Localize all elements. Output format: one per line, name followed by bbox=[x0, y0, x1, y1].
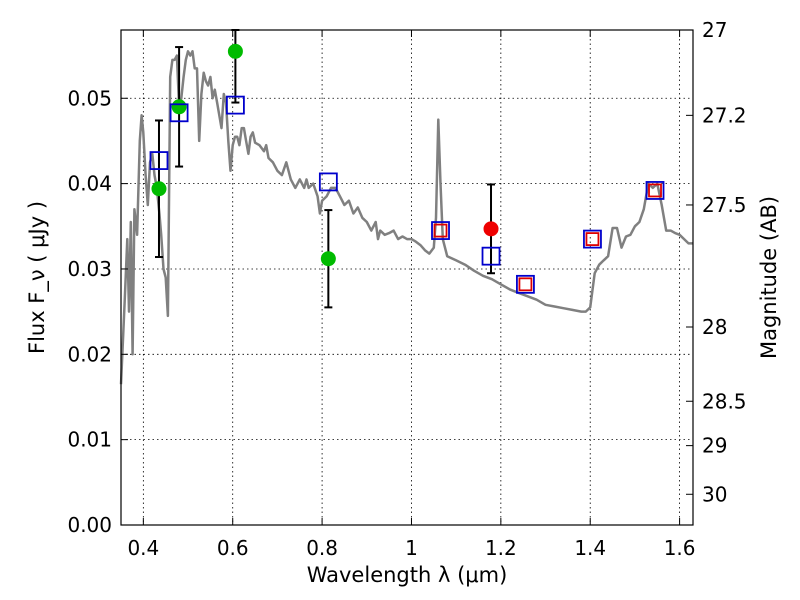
right-tick-label: 27.5 bbox=[702, 193, 747, 217]
model-square-blue bbox=[149, 151, 169, 170]
x-tick-label: 1.6 bbox=[664, 536, 696, 560]
x-tick-label: 0.6 bbox=[217, 536, 249, 560]
y-axis-label: Flux F_ν ( μJy ) bbox=[25, 201, 50, 354]
y-tick-label: 0.05 bbox=[67, 86, 112, 110]
y-tick-label: 0.03 bbox=[67, 257, 112, 281]
right-tick-label: 29 bbox=[702, 434, 727, 458]
data-point-green bbox=[227, 43, 243, 59]
model-square-red bbox=[433, 223, 448, 238]
marker-layer bbox=[149, 29, 665, 309]
x-tick-label: 0.4 bbox=[127, 536, 159, 560]
model-square-blue bbox=[431, 221, 450, 240]
data-point-green bbox=[171, 99, 187, 115]
right-tick-label: 27.2 bbox=[702, 103, 747, 127]
model-square-red bbox=[585, 232, 600, 246]
plot-frame bbox=[120, 29, 694, 526]
model-square-red bbox=[648, 183, 662, 198]
right-axis-label: Magnitude (AB) bbox=[757, 196, 781, 359]
x-tick-label: 1.2 bbox=[485, 536, 517, 560]
x-tick-label: 0.8 bbox=[306, 536, 338, 560]
sed-template-line bbox=[119, 50, 693, 385]
model-square-blue bbox=[318, 172, 338, 192]
model-square-blue bbox=[583, 229, 602, 249]
model-square-blue bbox=[645, 181, 665, 200]
right-tick-label: 28 bbox=[702, 315, 727, 339]
y-tick-label: 0.00 bbox=[67, 513, 112, 537]
model-square-blue bbox=[169, 103, 189, 123]
x-tick-label: 1 bbox=[405, 536, 418, 560]
y-tick-label: 0.02 bbox=[67, 342, 112, 366]
x-tick-label: 1.4 bbox=[574, 536, 606, 560]
data-point-green bbox=[151, 181, 167, 197]
y-tick-label: 0.04 bbox=[67, 172, 112, 196]
right-tick-label: 30 bbox=[702, 482, 727, 506]
model-square-red bbox=[518, 277, 533, 292]
model-square-blue bbox=[225, 95, 245, 115]
data-point-green bbox=[320, 251, 336, 267]
data-point-red bbox=[483, 221, 499, 237]
model-square-blue bbox=[516, 274, 535, 294]
right-tick-label: 28.5 bbox=[702, 389, 747, 413]
ticks: 0.4 0.6 0.8 1 1.2 1.4 1.6 0.00 0.01 0.02 0.03 0.04 0… bbox=[67, 18, 746, 560]
template-curve-layer bbox=[119, 50, 693, 385]
x-axis-label: Wavelength λ (μm) bbox=[307, 563, 508, 587]
model-square-blue bbox=[481, 246, 501, 266]
right-tick-label: 27 bbox=[702, 18, 727, 42]
y-tick-label: 0.01 bbox=[67, 428, 112, 452]
